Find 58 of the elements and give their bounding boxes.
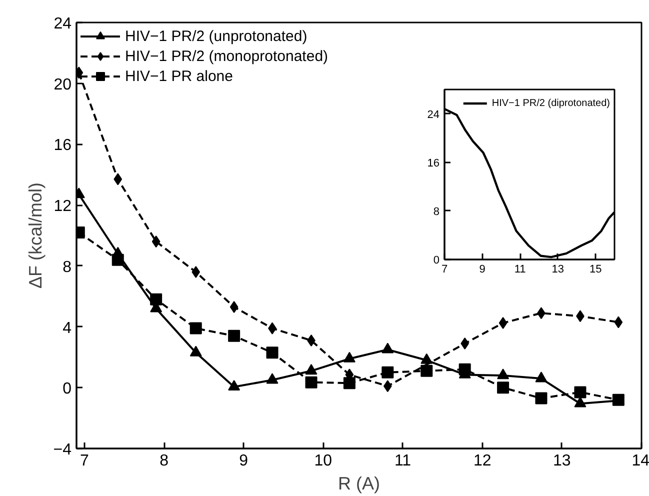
y-tick-label: 0	[433, 254, 440, 266]
y-tick-label: 16	[427, 157, 440, 170]
y-tick-label: 16	[54, 137, 72, 154]
y-tick-label: 8	[433, 206, 440, 218]
x-tick-label: 9	[239, 452, 248, 470]
point	[382, 342, 394, 354]
point	[383, 380, 392, 392]
y-tick-label: 24	[54, 16, 72, 32]
point	[190, 322, 202, 334]
point	[228, 380, 240, 391]
legend-label: HIV−1 PR/2 (monoprotonated)	[125, 48, 328, 64]
point	[305, 376, 318, 388]
y-tick-label: 24	[427, 108, 440, 121]
point	[497, 382, 510, 394]
legend-label: HIV−1 PR alone	[125, 68, 233, 84]
point	[420, 353, 433, 364]
x-tick-label: 8	[160, 452, 169, 470]
legend-label: HIV−1 PR/2 (unprotonated)	[125, 28, 308, 44]
point	[574, 386, 586, 398]
x-tick-label: 14	[632, 452, 649, 470]
point	[382, 366, 394, 378]
point	[535, 372, 548, 382]
x-tick-label: 15	[589, 264, 602, 276]
x-axis-title: R (A)	[338, 474, 380, 494]
point	[535, 392, 548, 404]
x-tick-label: 11	[514, 264, 526, 276]
point	[305, 364, 318, 375]
x-tick-label: 9	[479, 264, 486, 276]
x-tick-label: 10	[314, 452, 332, 470]
point	[497, 368, 510, 380]
point	[343, 352, 356, 362]
x-tick-label: 13	[552, 264, 564, 276]
x-tick-label: 13	[553, 452, 571, 470]
x-tick-label: 7	[80, 452, 90, 470]
point	[574, 396, 586, 408]
point	[192, 266, 200, 278]
point	[152, 236, 160, 248]
point	[420, 364, 433, 377]
y-tick-label: 0	[62, 380, 72, 398]
x-tick-label: 12	[473, 452, 492, 470]
point	[230, 301, 238, 314]
y-tick-label: 4	[62, 320, 72, 337]
y-tick-label: 20	[54, 76, 72, 94]
point	[190, 346, 202, 356]
y-tick-label: −4	[53, 442, 72, 458]
x-tick-label: 11	[394, 452, 412, 470]
point	[266, 346, 278, 359]
point	[343, 377, 356, 390]
point	[460, 338, 470, 350]
point	[114, 173, 122, 186]
point	[228, 330, 240, 342]
point	[266, 373, 278, 384]
point	[614, 316, 623, 328]
x-tick-label: 7	[441, 264, 448, 276]
y-axis-title: ΔF (kcal/mol)	[25, 182, 46, 289]
legend-label: HIV−1 PR/2 (diprotonated)	[492, 98, 610, 108]
point	[498, 316, 508, 329]
y-tick-label: 12	[54, 198, 72, 216]
